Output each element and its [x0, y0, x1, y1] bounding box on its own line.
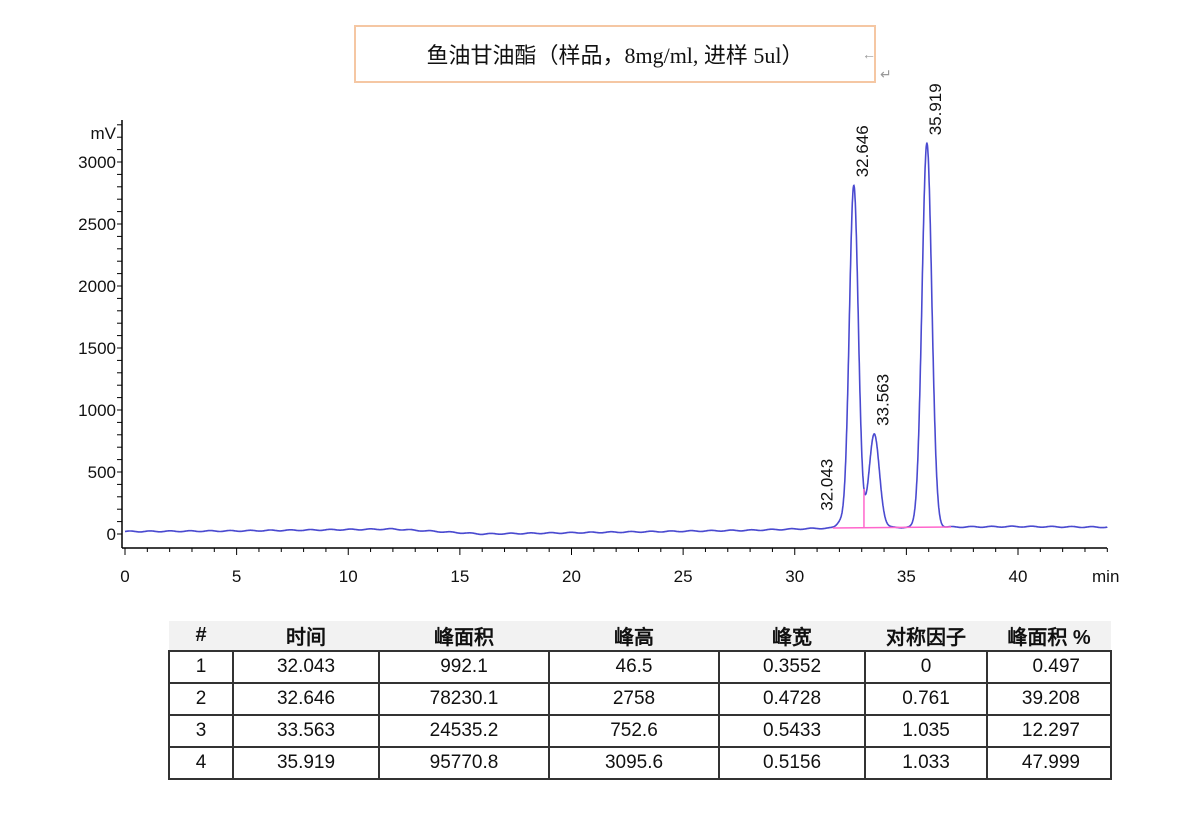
- table-row: 4 35.919 95770.8 3095.6 0.5156 1.033 47.999: [168, 746, 1112, 780]
- x-axis-label: min: [1092, 567, 1119, 586]
- table-cell: 1: [168, 650, 234, 684]
- peak-table: # 时间 峰面积 峰高 峰宽 对称因子 峰面积 % 1 32.043 992.1 46.5 0.35…: [168, 621, 1112, 780]
- x-tick-label: 20: [562, 567, 581, 586]
- x-tick-label: 35: [897, 567, 916, 586]
- y-tick-label: 2000: [78, 277, 116, 296]
- table-cell: 1.035: [864, 714, 988, 748]
- table-cell: 32.646: [232, 682, 380, 716]
- table-cell: 0.761: [864, 682, 988, 716]
- peak-label: 35.919: [926, 83, 945, 135]
- table-cell: 992.1: [378, 650, 550, 684]
- table-cell: 2758: [548, 682, 720, 716]
- peak-label: 32.043: [817, 459, 836, 511]
- signal-trace: [124, 141, 1108, 536]
- table-cell: 2: [168, 682, 234, 716]
- return-arrow-icon: ←: [862, 46, 876, 62]
- chart-title-box: 鱼油甘油酯（样品，8mg/ml, 进样 5ul）: [354, 25, 876, 83]
- table-cell: 0.5433: [718, 714, 866, 748]
- column-header: 时间: [286, 627, 326, 649]
- peak-label: 32.646: [853, 125, 872, 177]
- table-cell: 1.033: [864, 746, 988, 780]
- y-tick-label: 1500: [78, 339, 116, 358]
- y-tick-label: 2500: [78, 215, 116, 234]
- peak-label: 33.563: [873, 374, 892, 426]
- table-cell: 46.5: [548, 650, 720, 684]
- y-tick-label: 0: [107, 525, 116, 544]
- y-tick-label: 3000: [78, 153, 116, 172]
- column-header: 对称因子: [886, 627, 966, 649]
- table-cell: 35.919: [232, 746, 380, 780]
- integration-baseline: [832, 526, 952, 529]
- column-header: 峰面积 %: [1007, 627, 1091, 649]
- x-tick-label: 15: [450, 567, 469, 586]
- x-tick-label: 5: [232, 567, 241, 586]
- x-tick-label: 40: [1009, 567, 1028, 586]
- table-cell: 78230.1: [378, 682, 550, 716]
- table-row: 2 32.646 78230.1 2758 0.4728 0.761 39.208: [168, 682, 1112, 716]
- table-cell: 33.563: [232, 714, 380, 748]
- column-header: 峰面积: [434, 627, 494, 649]
- y-tick-label: 1000: [78, 401, 116, 420]
- chromatogram: 0 5 10 15 20 25 30 35 40 0 500 1000 1500 2000 2500 3000…: [78, 83, 1119, 586]
- column-header: 峰宽: [772, 627, 812, 649]
- table-cell: 0.4728: [718, 682, 866, 716]
- x-tick-label: 25: [674, 567, 693, 586]
- column-header: #: [195, 624, 207, 646]
- chart-title: 鱼油甘油酯（样品，8mg/ml, 进样 5ul）: [426, 43, 804, 68]
- table-cell: 95770.8: [378, 746, 550, 780]
- table-header-row: # 时间 峰面积 峰高 峰宽 对称因子 峰面积 %: [169, 621, 1111, 651]
- table-cell: 0.3552: [718, 650, 866, 684]
- table-cell: 47.999: [986, 746, 1112, 780]
- table-cell: 3: [168, 714, 234, 748]
- x-tick-label: 30: [785, 567, 804, 586]
- table-cell: 0.5156: [718, 746, 866, 780]
- column-header: 峰高: [614, 627, 654, 649]
- table-cell: 752.6: [548, 714, 720, 748]
- table-cell: 12.297: [986, 714, 1112, 748]
- table-row: 1 32.043 992.1 46.5 0.3552 0 0.497: [168, 650, 1112, 684]
- table-row: 3 33.563 24535.2 752.6 0.5433 1.035 12.297: [168, 714, 1112, 748]
- table-cell: 39.208: [986, 682, 1112, 716]
- table-cell: 32.043: [232, 650, 380, 684]
- table-cell: 0.497: [986, 650, 1112, 684]
- x-tick-label: 10: [339, 567, 358, 586]
- y-tick-label: 500: [88, 463, 116, 482]
- table-cell: 4: [168, 746, 234, 780]
- table-cell: 24535.2: [378, 714, 550, 748]
- table-cell: 0: [864, 650, 988, 684]
- x-tick-label: 0: [120, 567, 129, 586]
- paragraph-mark-icon: ↵: [880, 66, 892, 82]
- table-cell: 3095.6: [548, 746, 720, 780]
- y-axis-label: mV: [91, 124, 117, 143]
